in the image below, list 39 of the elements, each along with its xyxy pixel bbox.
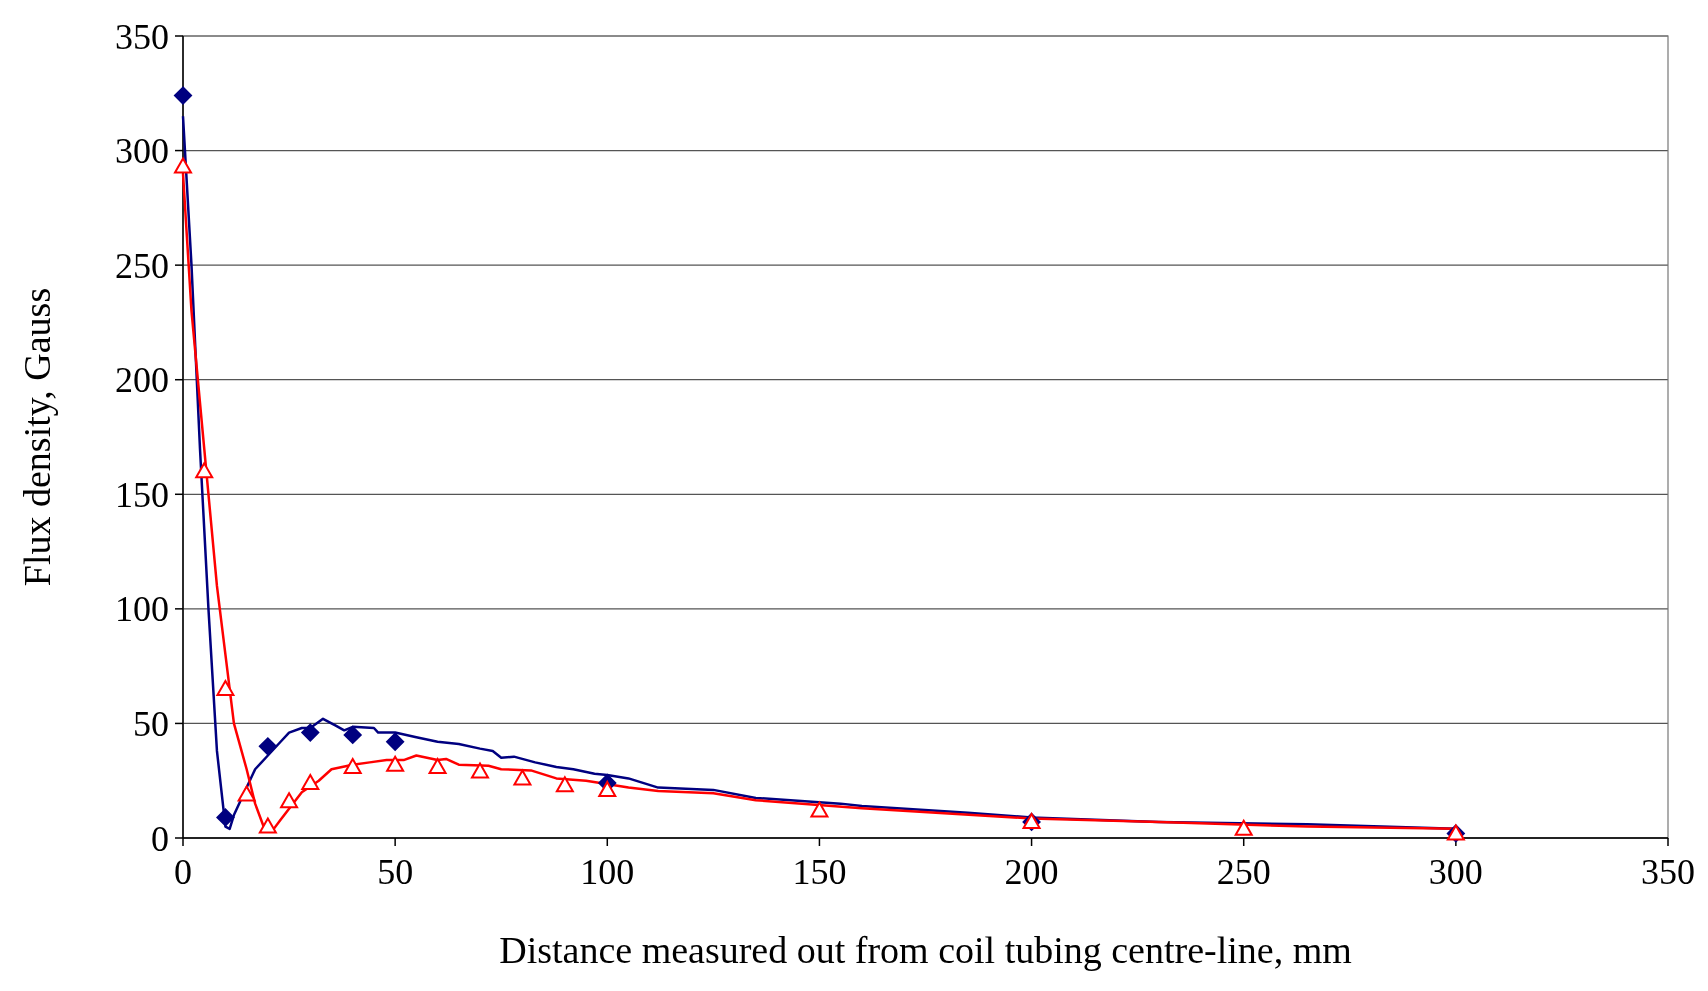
point bbox=[471, 762, 489, 779]
x-tick-label: 350 bbox=[1641, 852, 1695, 892]
x-tick-label: 200 bbox=[1004, 852, 1059, 892]
point bbox=[513, 769, 532, 786]
x-tick-label: 150 bbox=[792, 852, 847, 892]
point bbox=[343, 725, 362, 744]
x-axis-title: Distance measured out from coil tubing centre-line, mm bbox=[499, 929, 1352, 971]
y-tick-label: 150 bbox=[115, 474, 169, 515]
y-axis-title: Flux density, Gauss bbox=[16, 287, 58, 587]
y-tick-label: 0 bbox=[151, 818, 169, 859]
x-tick-label: 50 bbox=[377, 852, 414, 892]
x-tick-label: 250 bbox=[1216, 852, 1271, 892]
point bbox=[216, 680, 235, 697]
point bbox=[428, 757, 447, 774]
x-tick-label: 100 bbox=[580, 852, 635, 892]
point bbox=[258, 817, 277, 834]
point bbox=[555, 776, 574, 793]
y-tick-label: 250 bbox=[115, 245, 169, 286]
point bbox=[386, 732, 405, 751]
y-tick-label: 100 bbox=[115, 589, 169, 630]
y-tick-label: 50 bbox=[133, 704, 169, 745]
point bbox=[386, 755, 405, 772]
point bbox=[174, 86, 192, 105]
point bbox=[216, 808, 235, 827]
point bbox=[1234, 819, 1253, 836]
y-tick-label: 300 bbox=[115, 131, 169, 172]
point bbox=[810, 801, 829, 818]
point bbox=[237, 785, 256, 802]
y-tick-label: 350 bbox=[115, 16, 169, 57]
point bbox=[343, 757, 362, 774]
point bbox=[195, 462, 214, 479]
point bbox=[301, 774, 320, 791]
point bbox=[598, 780, 617, 797]
y-tick-label: 200 bbox=[115, 360, 169, 401]
point bbox=[174, 157, 192, 174]
x-tick-label: 300 bbox=[1428, 852, 1483, 892]
point bbox=[301, 723, 320, 742]
point bbox=[280, 792, 299, 809]
point bbox=[258, 737, 277, 756]
